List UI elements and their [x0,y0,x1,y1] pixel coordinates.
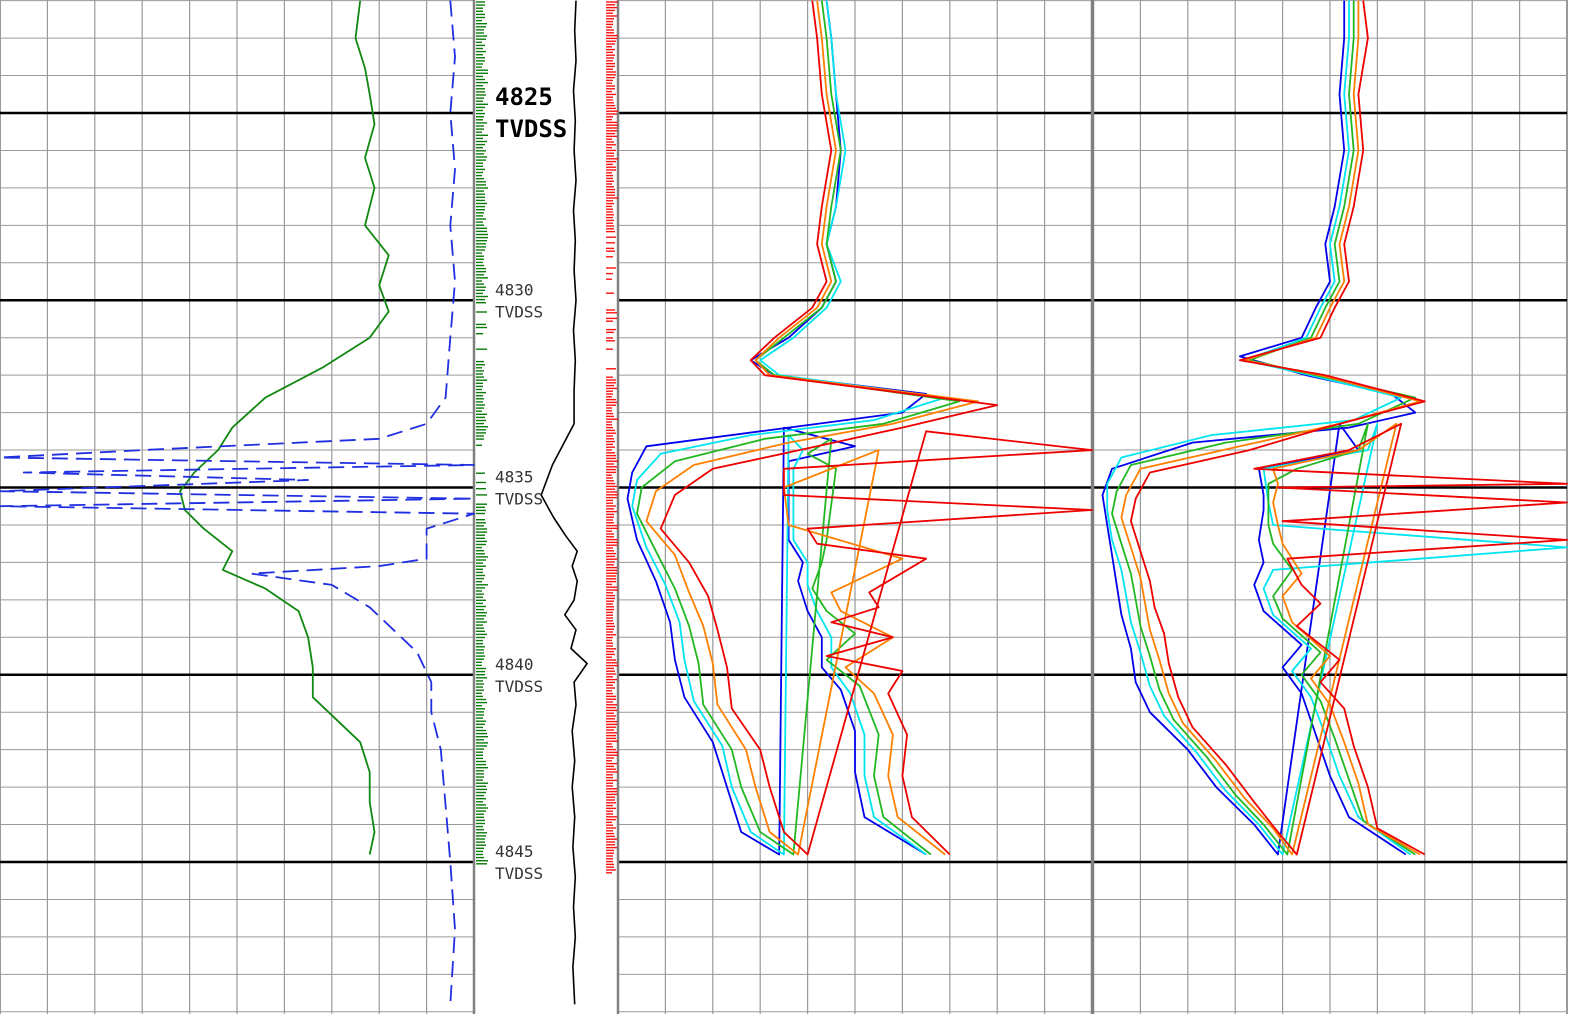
curve-track3-orange [645,0,980,856]
curve-track1-green [179,0,390,855]
curve-track4-bright_green [1111,0,1417,856]
depth-label-unit: TVDSS [495,302,543,321]
depth-label-unit: TVDSS [495,864,543,883]
curve-track2-black [540,0,588,1005]
curve-track3-red [659,0,1093,856]
depth-label-unit: TVDSS [495,677,543,696]
curve-track4-orange [1120,0,1421,856]
depth-label-layer: 4825 TVDSS 4830 TVDSS 4835 TVDSS 4840 TVDSS 4845… [495,83,567,883]
depth-label-value: 4835 [495,468,534,487]
tick-layer [476,1,618,874]
curve-track4-red [1130,0,1568,856]
depth-label-unit: TVDSS [495,490,543,509]
curve-track3-bright_green [636,0,961,856]
depth-label-unit: TVDSS [495,115,567,143]
curve-track4-cyan [1106,0,1568,856]
depth-label-value: 4845 [495,842,534,861]
depth-label-value: 4840 [495,655,534,674]
curve-track3-cyan [631,0,946,856]
depth-label-value: 4825 [495,83,553,111]
curve-track4-blue [1101,0,1417,856]
depth-label-value: 4830 [495,280,534,299]
